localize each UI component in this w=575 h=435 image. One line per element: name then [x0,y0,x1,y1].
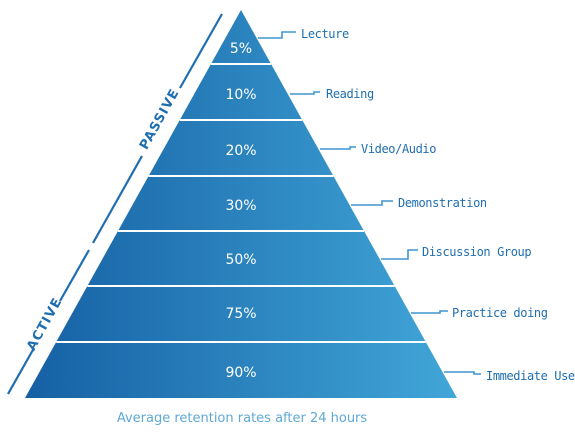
leader-line-immediate-use [444,371,481,375]
leader-line-practice-doing [411,310,448,314]
tier-label-practice-doing: Practice doing [452,306,548,320]
active-bracket-upper [59,249,90,302]
tier-percent-2: 10% [225,87,256,103]
tier-percent-3: 20% [225,143,256,159]
passive-bracket-upper [179,13,223,89]
tier-percent-6: 75% [225,306,256,322]
tier-label-lecture: Lecture [301,27,349,41]
tier-percent-5: 50% [225,252,256,268]
leader-line-video-audio [320,146,356,150]
tier-label-demonstration: Demonstration [398,196,487,210]
tier-label-video-audio: Video/Audio [361,142,436,156]
tier-percent-4: 30% [225,198,256,214]
leader-lines [258,31,481,375]
leader-line-discussion-group [381,249,418,260]
tier-label-immediate-use: Immediate Use [486,369,575,383]
tier-separators [56,63,426,343]
passive-bracket-lower [92,155,143,244]
leader-line-reading [290,91,320,95]
side-bracket-lines [7,13,223,395]
tier-percent-labels: 5% 10% 20% 30% 50% 75% 90% [225,41,256,381]
tier-label-discussion-group: Discussion Group [422,245,531,259]
caption: Average retention rates after 24 hours [117,411,368,426]
leader-line-lecture [258,31,296,39]
pyramid-shape [25,10,457,398]
tier-percent-1: 5% [230,41,252,57]
leader-line-demonstration [351,200,393,206]
tier-percent-7: 90% [225,365,256,381]
active-bracket-lower [7,347,35,395]
tier-label-reading: Reading [326,87,374,101]
tier-labels: Lecture Reading Video/Audio Demonstratio… [301,27,575,383]
